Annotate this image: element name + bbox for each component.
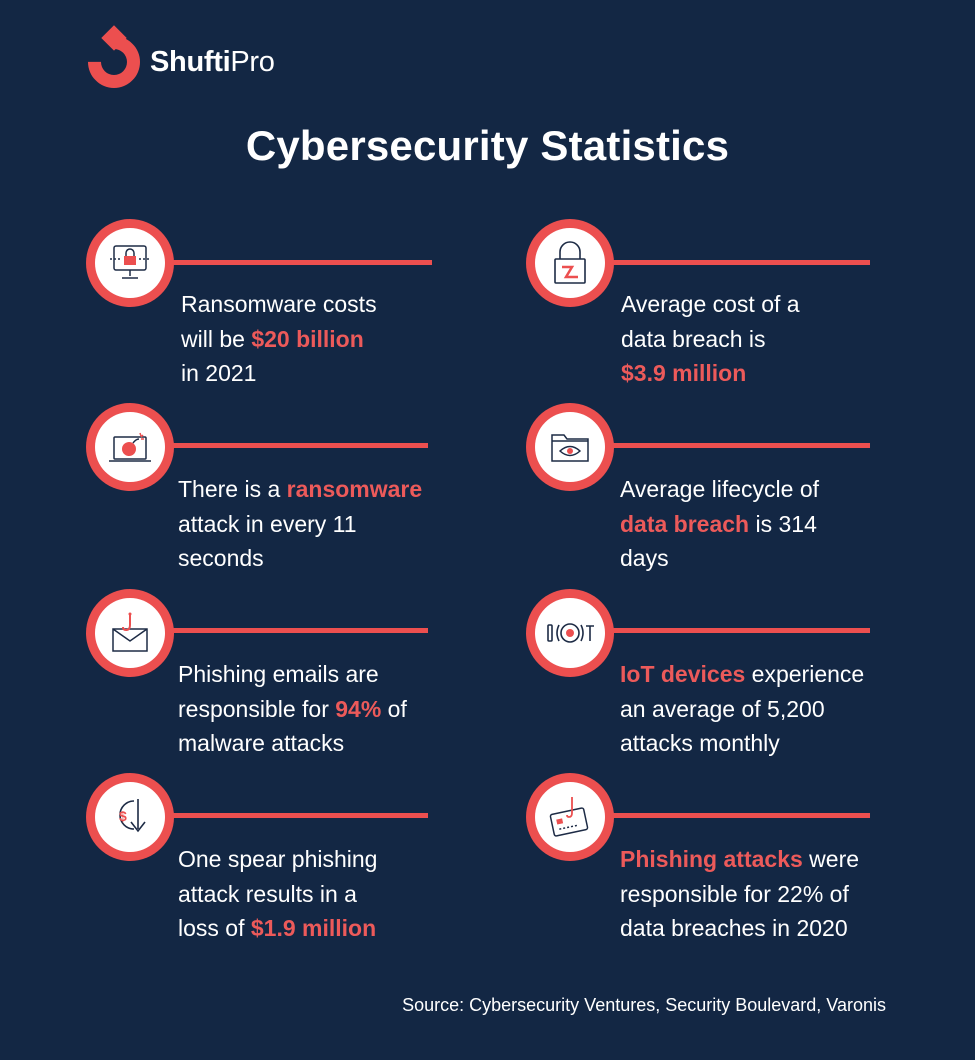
stat-text: Average lifecycle of data breach is 314 da… — [620, 472, 920, 576]
stat-text-line: data breaches in 2020 — [620, 911, 920, 946]
brand-name: ShuftiPro — [150, 45, 275, 78]
stat-icon-circle — [526, 403, 614, 491]
stat-text-line: Average lifecycle of — [620, 472, 920, 507]
stat-highlight: $3.9 million — [621, 360, 747, 386]
stat-text-fragment: Average cost of a — [621, 291, 800, 317]
divider-line — [160, 813, 428, 818]
folder-eye-icon — [551, 434, 589, 462]
stat-text-line: days — [620, 541, 920, 576]
svg-text:$: $ — [119, 808, 127, 824]
stat-text-line: $3.9 million — [621, 356, 921, 391]
stat-icon-circle: $ — [86, 773, 174, 861]
stat-icon-circle — [526, 589, 614, 677]
divider-line — [160, 628, 428, 633]
stat-text-line: attack in every 11 — [178, 507, 478, 542]
padlock-icon — [554, 241, 586, 284]
stat-text-line: malware attacks — [178, 726, 478, 761]
stat-text-line: data breach is — [621, 322, 921, 357]
stat-text-line: loss of $1.9 million — [178, 911, 478, 946]
stat-text-fragment: loss of — [178, 915, 251, 941]
stat-highlight: IoT devices — [620, 661, 746, 687]
stat-text-line: seconds — [178, 541, 478, 576]
stat-text-line: Ransomware costs — [181, 287, 481, 322]
stat-text: Phishing emails are responsible for 94% o… — [178, 657, 478, 761]
stat-text: IoT devices experience an average of 5,20… — [620, 657, 920, 761]
stat-text-line: attack results in a — [178, 877, 478, 912]
phishing-envelope-icon — [112, 612, 148, 652]
divider-line — [600, 813, 870, 818]
divider-line — [160, 443, 428, 448]
stat-text: Average cost of a data breach is $3.9 mill… — [621, 287, 921, 391]
stat-text-fragment: Ransomware costs — [181, 291, 377, 317]
stat-text-line: One spear phishing — [178, 842, 478, 877]
iot-device-icon — [547, 623, 594, 643]
stat-text-fragment: will be — [181, 325, 252, 352]
stat-text-line: Phishing emails are — [178, 657, 478, 692]
stat-text-fragment: data breach is — [621, 325, 766, 352]
stat-text-fragment: Average lifecycle of — [620, 476, 820, 502]
page-title: Cybersecurity Statistics — [245, 122, 730, 169]
stat-highlight: $1.9 million — [250, 915, 377, 941]
divider-line — [600, 628, 870, 633]
stat-text-line: responsible for 94% of — [178, 692, 478, 727]
stat-text-line: IoT devices experience — [620, 657, 920, 692]
stat-icon-circle — [526, 773, 614, 861]
stat-text-fragment: were — [802, 846, 860, 872]
stat-icon-circle — [86, 219, 174, 307]
locked-monitor-icon — [110, 245, 150, 279]
stat-text-fragment: seconds — [178, 545, 264, 571]
stat-text-fragment: an average of 5,200 — [620, 695, 825, 722]
stat-text-line: in 2021 — [181, 356, 481, 391]
stat-text: Ransomware costs will be $20 billion in 20… — [181, 287, 481, 391]
stat-text-line: an average of 5,200 — [620, 692, 920, 727]
dollar-loss-icon: $ — [119, 799, 146, 833]
stat-text-fragment: of — [381, 695, 407, 722]
stat-highlight: Phishing attacks — [620, 846, 803, 872]
stat-text-fragment: responsible for 22% of — [620, 880, 849, 907]
brand-logo: ShuftiPro — [77, 25, 275, 99]
stat-text: Phishing attacks were responsible for 22%… — [620, 842, 920, 946]
stat-text-fragment: attack in every 11 — [178, 510, 357, 537]
stat-text-fragment: in 2021 — [181, 360, 257, 386]
stat-text-fragment: malware attacks — [178, 730, 345, 756]
stat-text-line: will be $20 billion — [181, 322, 481, 357]
divider-line — [160, 260, 432, 265]
stat-text-fragment: There is a — [178, 476, 287, 502]
laptop-bomb-icon — [109, 432, 151, 462]
divider-line — [600, 260, 870, 265]
stat-icon-circle — [86, 403, 174, 491]
stat-text-fragment: is 314 — [749, 510, 817, 537]
stat-text: There is a ransomware attack in every 11 s… — [178, 472, 478, 576]
phished-card-icon — [549, 797, 589, 837]
stat-text-fragment: data breaches in 2020 — [620, 915, 848, 941]
stat-icon-circle — [86, 589, 174, 677]
stat-icon-circle — [526, 219, 614, 307]
stat-text-fragment: attacks monthly — [620, 730, 780, 756]
stat-text-line: There is a ransomware — [178, 472, 478, 507]
stat-text-fragment: experience — [745, 661, 865, 687]
stat-text-line: attacks monthly — [620, 726, 920, 761]
stat-highlight: data breach — [620, 510, 750, 537]
stat-text-fragment: days — [620, 545, 669, 571]
stat-text-fragment: attack results in a — [178, 880, 357, 907]
stat-highlight: 94% — [335, 695, 382, 722]
stat-text-fragment: One spear phishing — [178, 846, 378, 872]
divider-line — [600, 443, 870, 448]
brand-mark-icon — [77, 25, 151, 99]
stat-text-line: Phishing attacks were — [620, 842, 920, 877]
stat-highlight: $20 billion — [251, 325, 364, 352]
stat-text-line: data breach is 314 — [620, 507, 920, 542]
stat-text-line: Average cost of a — [621, 287, 921, 322]
stat-text-line: responsible for 22% of — [620, 877, 920, 912]
stat-text: One spear phishing attack results in a los… — [178, 842, 478, 946]
stat-text-fragment: responsible for — [178, 695, 336, 722]
source-note: Source: Cybersecurity Ventures, Security… — [402, 995, 886, 1015]
stat-highlight: ransomware — [286, 476, 423, 502]
stat-text-fragment: Phishing emails are — [178, 661, 379, 687]
